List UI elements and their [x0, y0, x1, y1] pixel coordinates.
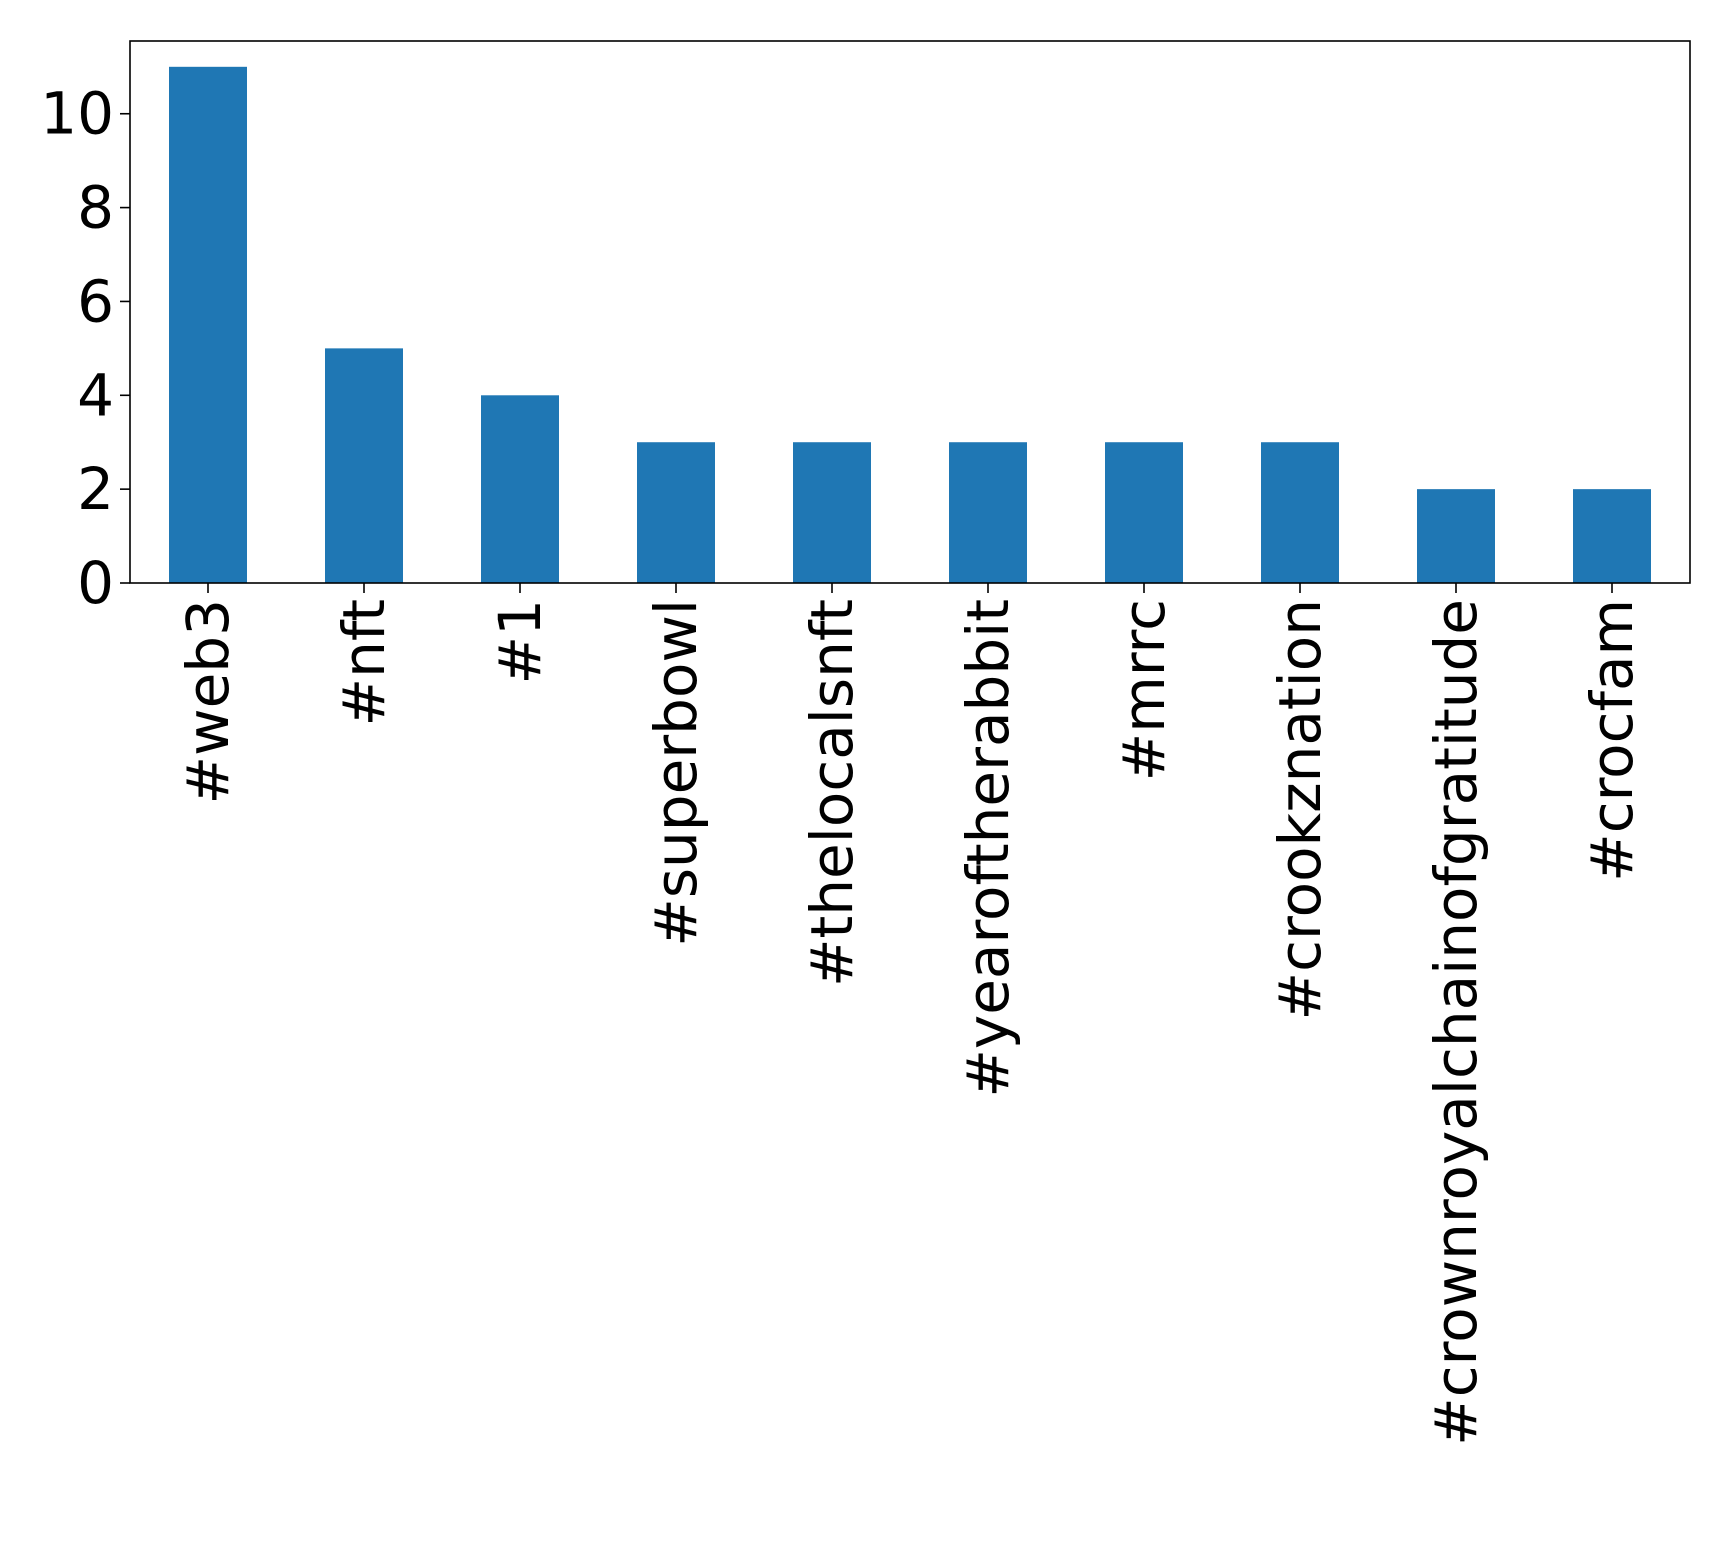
y-axis-ticks: 0 2 4 6 8 10: [40, 80, 130, 617]
y-tick-label: 4: [77, 361, 114, 429]
x-tick-label: #crocfam: [1578, 599, 1646, 882]
x-tick-label: #crookznation: [1266, 599, 1334, 1020]
x-tick-label: #superbowl: [642, 599, 710, 947]
bar-nft: [325, 348, 403, 583]
x-tick-label: #mrrc: [1110, 599, 1178, 781]
y-tick-label: 10: [40, 80, 114, 148]
y-tick-label: 8: [77, 174, 114, 242]
y-tick-label: 0: [77, 549, 114, 617]
x-tick-label: #nft: [330, 599, 398, 727]
y-tick-label: 6: [77, 267, 114, 335]
x-axis-ticks: #web3 #nft #1 #superbowl #thelocalsnft #yearo…: [174, 583, 1646, 1446]
x-tick-label: #thelocalsnft: [798, 599, 866, 987]
plot-frame: [129, 40, 1691, 584]
bar-1: [481, 395, 559, 583]
x-tick-label: #crownroyalchainofgratitude: [1422, 599, 1490, 1446]
bar-web3: [169, 66, 247, 584]
y-tick-label: 2: [77, 455, 114, 523]
bar-crownroyalchainofgratitude: [1417, 489, 1495, 583]
bar-thelocalsnft: [793, 442, 871, 583]
x-tick-label: #1: [486, 599, 554, 685]
x-tick-label: #yearoftherabbit: [954, 599, 1022, 1098]
bar-mrrc: [1105, 442, 1183, 583]
bars-group: [169, 66, 1651, 584]
bar-yearoftherabbit: [949, 442, 1027, 583]
x-tick-label: #web3: [174, 599, 242, 804]
bar-superbowl: [637, 442, 715, 583]
bar-crookznation: [1261, 442, 1339, 583]
bar-crocfam: [1573, 489, 1651, 583]
